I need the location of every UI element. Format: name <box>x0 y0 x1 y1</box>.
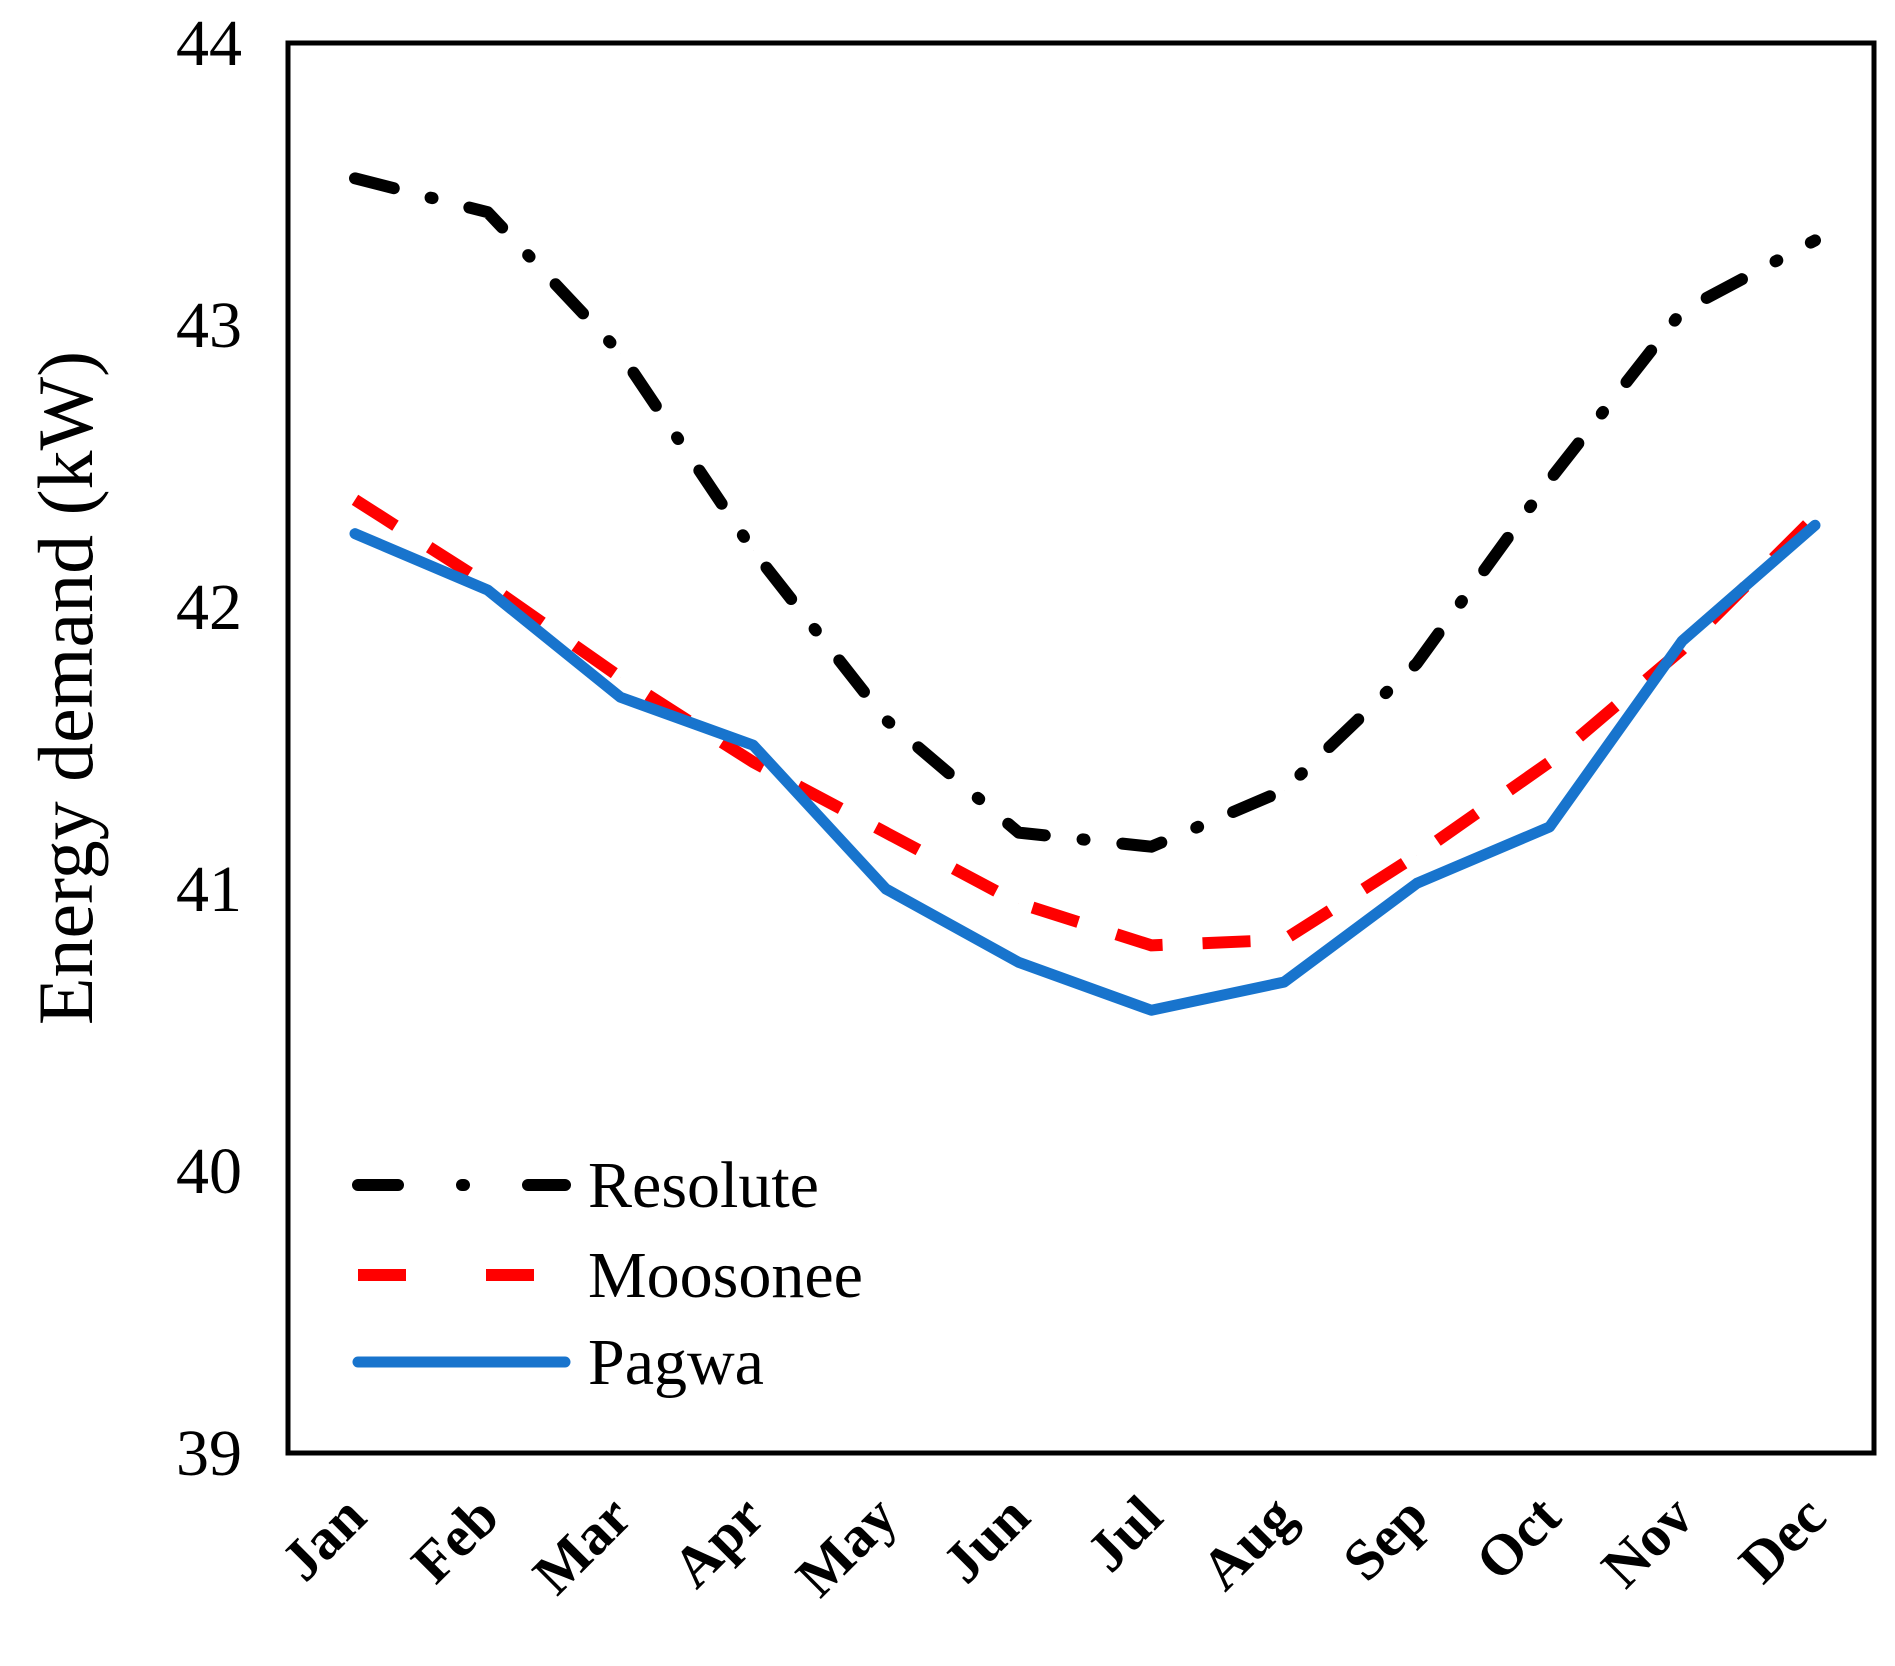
x-tick-label: Dec <box>1726 1483 1838 1595</box>
x-axis-ticks: Jan Feb Mar Apr May Jun Jul Aug Sep Oct Nov Dec <box>268 1483 1838 1609</box>
x-tick-label: Feb <box>399 1483 511 1595</box>
y-tick-label: 42 <box>176 571 242 644</box>
x-tick-label: Jan <box>268 1483 378 1593</box>
y-tick-label: 44 <box>176 7 242 80</box>
x-tick-label: May <box>783 1483 909 1609</box>
x-tick-label: Aug <box>1188 1483 1307 1602</box>
legend-label-pagwa: Pagwa <box>588 1326 764 1399</box>
x-tick-label: Jun <box>930 1483 1042 1595</box>
plot-area-frame <box>285 40 1877 1456</box>
x-tick-label: Nov <box>1589 1483 1706 1600</box>
y-axis-label: Energy demand (kW) <box>22 351 109 1025</box>
x-tick-label: Sep <box>1330 1483 1440 1593</box>
series-line-moosonee <box>351 494 1820 952</box>
x-tick-label: Oct <box>1463 1483 1573 1593</box>
x-tick-label: Apr <box>660 1483 777 1600</box>
series-lines <box>349 172 1821 1016</box>
legend-label-resolute: Resolute <box>588 1149 819 1222</box>
y-tick-label: 40 <box>176 1135 242 1208</box>
y-tick-label: 41 <box>176 853 242 926</box>
legend-label-moosonee: Moosonee <box>588 1239 863 1312</box>
series-line-resolute <box>349 172 1821 853</box>
y-tick-label: 43 <box>176 289 242 362</box>
y-axis-ticks: 39 40 41 42 43 44 <box>176 7 242 1490</box>
x-tick-label: Jul <box>1074 1483 1175 1584</box>
y-tick-label: 39 <box>176 1417 242 1490</box>
legend: Resolute Moosonee Pagwa <box>352 1149 863 1399</box>
series-line-pagwa <box>349 519 1821 1016</box>
x-tick-label: Mar <box>520 1483 643 1606</box>
